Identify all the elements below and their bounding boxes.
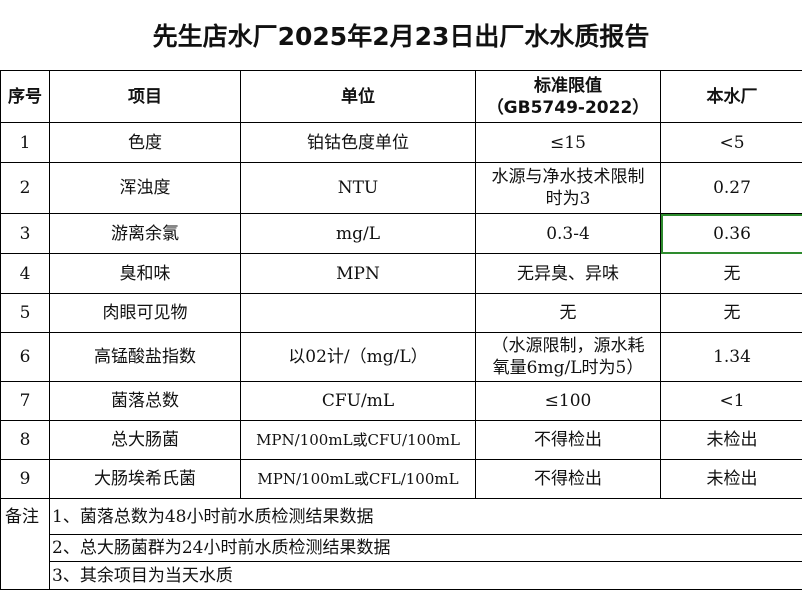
- note-item[interactable]: 2、总大肠菌群为24小时前水质检测结果数据: [49, 534, 802, 562]
- notes-label[interactable]: 备注: [0, 498, 50, 535]
- empty-cell[interactable]: [0, 534, 50, 562]
- cell-item[interactable]: 总大肠菌: [49, 420, 241, 460]
- header-standard-line1: 标准限值: [534, 75, 602, 96]
- cell-unit[interactable]: 以02计/（mg/L）: [240, 332, 476, 382]
- cell-item[interactable]: 色度: [49, 122, 241, 163]
- note-row: 3、其余项目为当天水质: [0, 561, 802, 590]
- table-row: 4 臭和味 MPN 无异臭、异味无: [0, 253, 802, 294]
- cell-item[interactable]: 大肠埃希氏菌: [49, 459, 241, 499]
- cell-unit[interactable]: mg/L: [240, 213, 476, 254]
- cell-item[interactable]: 高锰酸盐指数: [49, 332, 241, 382]
- cell-standard[interactable]: 无异臭、异味: [475, 253, 661, 294]
- cell-no[interactable]: 1: [0, 122, 50, 163]
- cell-standard[interactable]: （水源限制，源水耗氧量6mg/L时为5）: [475, 332, 661, 382]
- cell-no[interactable]: 4: [0, 253, 50, 294]
- cell-plant-value[interactable]: 无: [660, 253, 802, 294]
- cell-standard[interactable]: 水源与净水技术限制时为3: [475, 162, 661, 214]
- table-row: 3 游离余氯 mg/L 0.3-4 0.36: [0, 213, 802, 254]
- header-row: 序号 项目 单位 标准限值 （GB5749-2022） 本水厂: [0, 70, 802, 123]
- cell-no[interactable]: 3: [0, 213, 50, 254]
- cell-plant-value[interactable]: 无: [660, 293, 802, 333]
- header-standard-line2: （GB5749-2022）: [486, 97, 650, 118]
- empty-cell[interactable]: [0, 561, 50, 590]
- cell-unit[interactable]: MPN/100mL或CFU/100mL: [240, 420, 476, 460]
- header-item[interactable]: 项目: [49, 70, 241, 123]
- cell-item[interactable]: 臭和味: [49, 253, 241, 294]
- cell-unit[interactable]: [240, 293, 476, 333]
- cell-standard[interactable]: 不得检出: [475, 459, 661, 499]
- cell-plant-value[interactable]: 0.27: [660, 162, 802, 214]
- table-row: 1 色度 铂钴色度单位 ≤15 <5: [0, 122, 802, 163]
- cell-item[interactable]: 浑浊度: [49, 162, 241, 214]
- cell-unit[interactable]: CFU/mL: [240, 381, 476, 421]
- report-title: 先生店水厂2025年2月23日出厂水水质报告: [152, 22, 650, 51]
- cell-no[interactable]: 6: [0, 332, 50, 382]
- note-item[interactable]: 1、菌落总数为48小时前水质检测结果数据: [49, 498, 802, 535]
- cell-standard[interactable]: ≤100: [475, 381, 661, 421]
- cell-item[interactable]: 肉眼可见物: [49, 293, 241, 333]
- cell-plant-value[interactable]: <5: [660, 122, 802, 163]
- table-row: 6 高锰酸盐指数 以02计/（mg/L） （水源限制，源水耗氧量6mg/L时为5） 1.…: [0, 332, 802, 382]
- cell-plant-value[interactable]: 未检出: [660, 459, 802, 499]
- table-row: 7 菌落总数 CFU/mL ≤100 <1: [0, 381, 802, 421]
- cell-unit[interactable]: MPN/100mL或CFL/100mL: [240, 459, 476, 499]
- cell-no[interactable]: 2: [0, 162, 50, 214]
- cell-unit[interactable]: 铂钴色度单位: [240, 122, 476, 163]
- cell-plant-value[interactable]: 未检出: [660, 420, 802, 460]
- cell-no[interactable]: 7: [0, 381, 50, 421]
- header-plant[interactable]: 本水厂: [660, 70, 802, 123]
- cell-standard[interactable]: 0.3-4: [475, 213, 661, 254]
- header-unit[interactable]: 单位: [240, 70, 476, 123]
- cell-unit[interactable]: MPN: [240, 253, 476, 294]
- table-row: 8 总大肠菌 MPN/100mL或CFU/100mL 不得检出 未检出: [0, 420, 802, 460]
- header-no[interactable]: 序号: [0, 70, 50, 123]
- cell-item[interactable]: 菌落总数: [49, 381, 241, 421]
- cell-plant-value[interactable]: 1.34: [660, 332, 802, 382]
- cell-no[interactable]: 8: [0, 420, 50, 460]
- cell-no[interactable]: 9: [0, 459, 50, 499]
- table-row: 9 大肠埃希氏菌 MPN/100mL或CFL/100mL 不得检出 未检出: [0, 459, 802, 499]
- table-row: 2 浑浊度 NTU 水源与净水技术限制时为3 0.27: [0, 162, 802, 214]
- cell-item[interactable]: 游离余氯: [49, 213, 241, 254]
- cell-standard[interactable]: 不得检出: [475, 420, 661, 460]
- note-item[interactable]: 3、其余项目为当天水质: [49, 561, 802, 590]
- header-standard[interactable]: 标准限值 （GB5749-2022）: [475, 70, 661, 123]
- cell-no[interactable]: 5: [0, 293, 50, 333]
- water-quality-table: 序号 项目 单位 标准限值 （GB5749-2022） 本水厂 1 色度 铂钴色度单位…: [0, 70, 802, 590]
- cell-unit[interactable]: NTU: [240, 162, 476, 214]
- cell-plant-value[interactable]: 0.36: [660, 213, 802, 254]
- cell-plant-value[interactable]: <1: [660, 381, 802, 421]
- table-row: 5 肉眼可见物 无无: [0, 293, 802, 333]
- cell-standard[interactable]: 无: [475, 293, 661, 333]
- note-row: 2、总大肠菌群为24小时前水质检测结果数据: [0, 534, 802, 562]
- note-row: 备注 1、菌落总数为48小时前水质检测结果数据: [0, 498, 802, 535]
- cell-standard[interactable]: ≤15: [475, 122, 661, 163]
